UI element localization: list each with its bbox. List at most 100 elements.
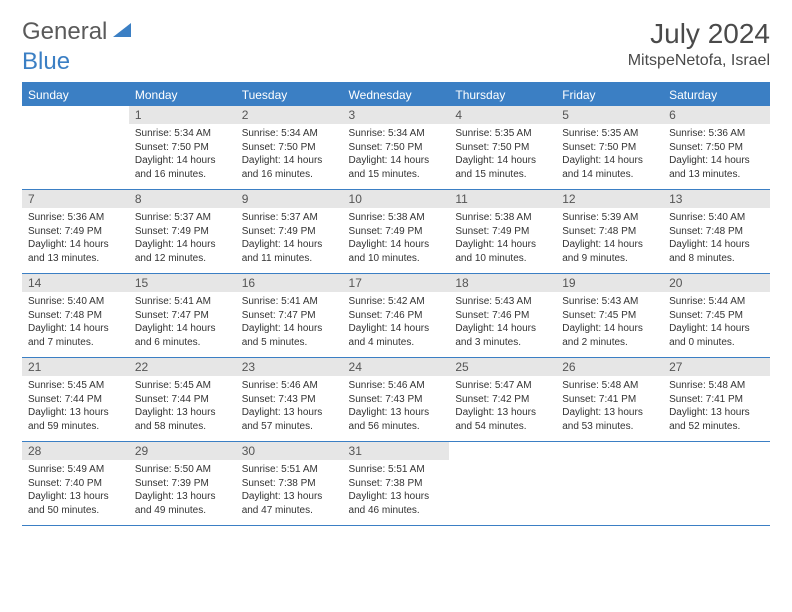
day-number: 10 [343, 190, 450, 208]
calendar-cell: 3Sunrise: 5:34 AMSunset: 7:50 PMDaylight… [343, 106, 450, 190]
calendar-cell: 30Sunrise: 5:51 AMSunset: 7:38 PMDayligh… [236, 442, 343, 526]
calendar-cell: 5Sunrise: 5:35 AMSunset: 7:50 PMDaylight… [556, 106, 663, 190]
day-body: Sunrise: 5:51 AMSunset: 7:38 PMDaylight:… [236, 460, 343, 525]
day-body: Sunrise: 5:34 AMSunset: 7:50 PMDaylight:… [236, 124, 343, 189]
sunset-text: Sunset: 7:39 PM [135, 477, 230, 491]
brand-part1: General [22, 18, 107, 46]
sunrise-text: Sunrise: 5:41 AM [242, 295, 337, 309]
day-number: 16 [236, 274, 343, 292]
calendar-cell: 13Sunrise: 5:40 AMSunset: 7:48 PMDayligh… [663, 190, 770, 274]
calendar-week: 14Sunrise: 5:40 AMSunset: 7:48 PMDayligh… [22, 274, 770, 358]
calendar-cell: 4Sunrise: 5:35 AMSunset: 7:50 PMDaylight… [449, 106, 556, 190]
daylight-text: Daylight: 14 hours and 12 minutes. [135, 238, 230, 265]
calendar-cell [449, 442, 556, 526]
day-number: 14 [22, 274, 129, 292]
sunset-text: Sunset: 7:49 PM [349, 225, 444, 239]
sunrise-text: Sunrise: 5:34 AM [242, 127, 337, 141]
calendar-body: 1Sunrise: 5:34 AMSunset: 7:50 PMDaylight… [22, 106, 770, 526]
sunset-text: Sunset: 7:48 PM [562, 225, 657, 239]
day-number: 3 [343, 106, 450, 124]
sunrise-text: Sunrise: 5:49 AM [28, 463, 123, 477]
day-number: 18 [449, 274, 556, 292]
sunset-text: Sunset: 7:48 PM [28, 309, 123, 323]
calendar-cell: 2Sunrise: 5:34 AMSunset: 7:50 PMDaylight… [236, 106, 343, 190]
sunset-text: Sunset: 7:48 PM [669, 225, 764, 239]
sunset-text: Sunset: 7:49 PM [28, 225, 123, 239]
weekday-header: Tuesday [236, 84, 343, 106]
sunrise-text: Sunrise: 5:38 AM [455, 211, 550, 225]
location: MitspeNetofa, Israel [628, 52, 770, 70]
calendar-cell: 6Sunrise: 5:36 AMSunset: 7:50 PMDaylight… [663, 106, 770, 190]
daylight-text: Daylight: 13 hours and 47 minutes. [242, 490, 337, 517]
day-number: 21 [22, 358, 129, 376]
day-number: 2 [236, 106, 343, 124]
sunset-text: Sunset: 7:42 PM [455, 393, 550, 407]
sunrise-text: Sunrise: 5:34 AM [135, 127, 230, 141]
day-body: Sunrise: 5:43 AMSunset: 7:46 PMDaylight:… [449, 292, 556, 357]
day-body: Sunrise: 5:37 AMSunset: 7:49 PMDaylight:… [236, 208, 343, 273]
day-body: Sunrise: 5:39 AMSunset: 7:48 PMDaylight:… [556, 208, 663, 273]
calendar-cell: 14Sunrise: 5:40 AMSunset: 7:48 PMDayligh… [22, 274, 129, 358]
day-body: Sunrise: 5:34 AMSunset: 7:50 PMDaylight:… [343, 124, 450, 189]
sunrise-text: Sunrise: 5:36 AM [28, 211, 123, 225]
sunrise-text: Sunrise: 5:45 AM [28, 379, 123, 393]
day-body: Sunrise: 5:41 AMSunset: 7:47 PMDaylight:… [236, 292, 343, 357]
calendar-head: SundayMondayTuesdayWednesdayThursdayFrid… [22, 84, 770, 106]
calendar-week: 28Sunrise: 5:49 AMSunset: 7:40 PMDayligh… [22, 442, 770, 526]
sunset-text: Sunset: 7:49 PM [242, 225, 337, 239]
daylight-text: Daylight: 14 hours and 9 minutes. [562, 238, 657, 265]
sunset-text: Sunset: 7:50 PM [562, 141, 657, 155]
sunrise-text: Sunrise: 5:41 AM [135, 295, 230, 309]
daylight-text: Daylight: 14 hours and 15 minutes. [455, 154, 550, 181]
calendar-cell: 23Sunrise: 5:46 AMSunset: 7:43 PMDayligh… [236, 358, 343, 442]
daylight-text: Daylight: 14 hours and 3 minutes. [455, 322, 550, 349]
sunset-text: Sunset: 7:50 PM [349, 141, 444, 155]
calendar-week: 21Sunrise: 5:45 AMSunset: 7:44 PMDayligh… [22, 358, 770, 442]
daylight-text: Daylight: 13 hours and 50 minutes. [28, 490, 123, 517]
daylight-text: Daylight: 14 hours and 5 minutes. [242, 322, 337, 349]
day-body: Sunrise: 5:41 AMSunset: 7:47 PMDaylight:… [129, 292, 236, 357]
sunset-text: Sunset: 7:38 PM [349, 477, 444, 491]
calendar-cell [22, 106, 129, 190]
day-number: 11 [449, 190, 556, 208]
daylight-text: Daylight: 14 hours and 13 minutes. [669, 154, 764, 181]
day-number: 20 [663, 274, 770, 292]
daylight-text: Daylight: 14 hours and 15 minutes. [349, 154, 444, 181]
sunset-text: Sunset: 7:46 PM [349, 309, 444, 323]
daylight-text: Daylight: 13 hours and 53 minutes. [562, 406, 657, 433]
day-body: Sunrise: 5:36 AMSunset: 7:49 PMDaylight:… [22, 208, 129, 273]
sunrise-text: Sunrise: 5:35 AM [562, 127, 657, 141]
day-number: 23 [236, 358, 343, 376]
calendar-cell: 20Sunrise: 5:44 AMSunset: 7:45 PMDayligh… [663, 274, 770, 358]
sunrise-text: Sunrise: 5:37 AM [242, 211, 337, 225]
calendar-cell [663, 442, 770, 526]
calendar-cell: 27Sunrise: 5:48 AMSunset: 7:41 PMDayligh… [663, 358, 770, 442]
sunrise-text: Sunrise: 5:48 AM [669, 379, 764, 393]
brand-part2: Blue [22, 48, 70, 76]
sunset-text: Sunset: 7:49 PM [135, 225, 230, 239]
weekday-row: SundayMondayTuesdayWednesdayThursdayFrid… [22, 84, 770, 106]
weekday-header: Thursday [449, 84, 556, 106]
day-body: Sunrise: 5:44 AMSunset: 7:45 PMDaylight:… [663, 292, 770, 357]
sunrise-text: Sunrise: 5:51 AM [242, 463, 337, 477]
sunset-text: Sunset: 7:46 PM [455, 309, 550, 323]
sunrise-text: Sunrise: 5:42 AM [349, 295, 444, 309]
month-title: July 2024 [628, 18, 770, 50]
day-number: 26 [556, 358, 663, 376]
day-number: 4 [449, 106, 556, 124]
day-number: 1 [129, 106, 236, 124]
brand-logo: General [22, 18, 135, 46]
daylight-text: Daylight: 14 hours and 10 minutes. [455, 238, 550, 265]
daylight-text: Daylight: 14 hours and 6 minutes. [135, 322, 230, 349]
weekday-header: Wednesday [343, 84, 450, 106]
daylight-text: Daylight: 13 hours and 57 minutes. [242, 406, 337, 433]
day-number: 8 [129, 190, 236, 208]
day-body: Sunrise: 5:35 AMSunset: 7:50 PMDaylight:… [449, 124, 556, 189]
daylight-text: Daylight: 13 hours and 54 minutes. [455, 406, 550, 433]
daylight-text: Daylight: 14 hours and 8 minutes. [669, 238, 764, 265]
daylight-text: Daylight: 13 hours and 56 minutes. [349, 406, 444, 433]
daylight-text: Daylight: 14 hours and 14 minutes. [562, 154, 657, 181]
sunset-text: Sunset: 7:41 PM [669, 393, 764, 407]
sunset-text: Sunset: 7:45 PM [562, 309, 657, 323]
calendar-page: General July 2024 MitspeNetofa, Israel B… [0, 0, 792, 544]
